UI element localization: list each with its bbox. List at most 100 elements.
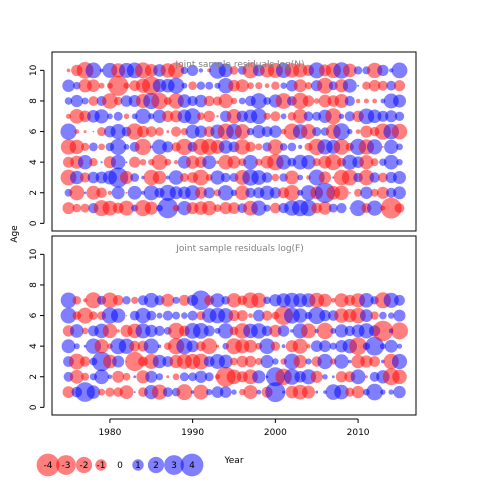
residual-point — [187, 64, 199, 76]
residual-point — [162, 310, 173, 321]
residual-point — [143, 338, 159, 354]
residual-point — [255, 357, 263, 366]
residual-point — [378, 172, 388, 183]
residual-point — [162, 141, 174, 153]
residual-point — [351, 385, 365, 399]
residual-point — [358, 323, 374, 339]
residual-point — [269, 324, 282, 337]
y-tick-label: 10 — [29, 248, 39, 260]
residual-point — [256, 389, 262, 395]
residual-point — [87, 79, 100, 92]
residual-point — [172, 373, 180, 381]
residual-point — [125, 161, 128, 164]
residual-point — [165, 175, 170, 180]
residual-point — [157, 197, 178, 219]
residual-point — [379, 311, 387, 320]
y-tick-label: 8 — [29, 282, 39, 288]
residual-point — [119, 385, 134, 399]
residual-point — [315, 390, 319, 394]
residual-point — [310, 340, 323, 353]
residual-point — [203, 95, 215, 107]
panel-bottom-title: Joint sample residuals log(F) — [175, 244, 303, 254]
residual-point — [303, 111, 314, 122]
residual-point — [270, 341, 281, 351]
residual-point — [360, 355, 373, 368]
residual-point — [94, 369, 109, 385]
residual-point — [226, 109, 242, 124]
residual-point — [265, 382, 286, 403]
residual-point — [203, 187, 215, 199]
residual-point — [81, 372, 90, 381]
residual-point — [377, 64, 389, 77]
residual-point — [151, 384, 168, 400]
residual-point — [248, 313, 253, 318]
residual-point — [193, 353, 209, 370]
residual-point — [168, 322, 185, 339]
residual-point — [228, 202, 240, 214]
residual-point — [108, 75, 129, 96]
residual-point — [83, 130, 87, 134]
residual-point — [360, 186, 373, 199]
residual-point — [164, 158, 172, 166]
y-tick-label: 2 — [29, 190, 39, 196]
x-axis: 1980 1990 2000 2010 — [98, 418, 370, 438]
legend-bubble — [56, 455, 76, 475]
legend-bubble — [95, 459, 107, 471]
residual-point — [357, 84, 360, 87]
residual-point — [284, 185, 300, 201]
residual-point — [144, 201, 158, 215]
residual-point — [267, 139, 284, 155]
residual-point — [218, 354, 233, 369]
residual-point — [229, 66, 239, 75]
residual-point — [129, 340, 141, 352]
residual-point — [62, 386, 75, 398]
residual-point — [251, 323, 267, 339]
residual-point — [88, 96, 99, 106]
residual-point — [166, 375, 170, 379]
residual-point — [388, 389, 394, 395]
y-axis-top: 0 2 4 6 8 10 — [29, 64, 45, 226]
residual-point — [293, 109, 308, 124]
residual-point — [396, 343, 403, 349]
residual-point — [202, 155, 217, 170]
residual-point — [363, 98, 369, 104]
legend-label: -4 — [44, 461, 53, 471]
residual-point — [393, 385, 406, 399]
residual-point — [98, 143, 105, 151]
residual-point — [194, 186, 207, 199]
residual-point — [120, 171, 133, 184]
residual-point — [312, 127, 322, 137]
residual-point — [244, 355, 257, 368]
residual-point — [338, 113, 345, 120]
residual-point — [184, 108, 201, 125]
residual-point — [318, 201, 332, 215]
residual-point — [280, 82, 287, 89]
residual-point — [270, 111, 281, 122]
residual-point — [143, 292, 159, 308]
residual-point — [349, 337, 367, 356]
residual-point — [97, 127, 107, 137]
residual-point — [388, 312, 395, 319]
residual-point — [344, 111, 355, 122]
residual-point — [372, 320, 394, 342]
residual-point — [348, 191, 351, 194]
residual-point — [329, 342, 337, 350]
residual-point — [259, 338, 275, 355]
residual-point — [218, 323, 234, 339]
residual-point — [116, 329, 120, 333]
residual-point — [355, 129, 361, 135]
residual-point — [60, 123, 77, 140]
residual-point — [89, 311, 98, 320]
residual-point — [282, 390, 286, 394]
residual-point — [263, 296, 271, 305]
legend-label: 0 — [117, 461, 123, 471]
residual-point — [96, 187, 107, 199]
residual-point — [77, 155, 93, 170]
residual-point — [344, 95, 355, 107]
residual-point — [146, 310, 157, 321]
residual-point — [145, 126, 157, 137]
residual-point — [261, 126, 273, 137]
y-tick-label: 4 — [29, 159, 39, 165]
residual-point — [259, 185, 275, 200]
